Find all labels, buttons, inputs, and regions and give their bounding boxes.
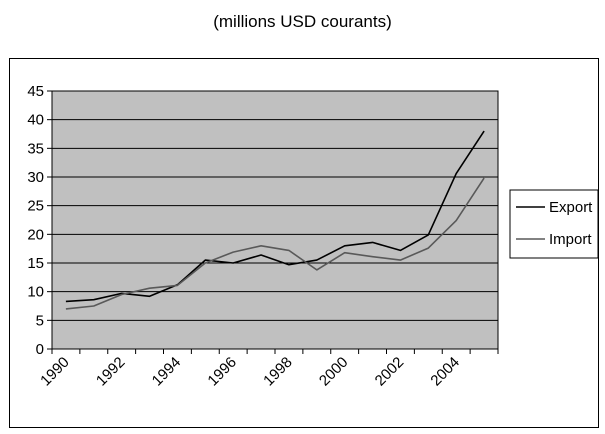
x-tick-label: 2004 — [427, 354, 463, 390]
x-tick-label: 1994 — [149, 354, 185, 390]
x-tick-label: 1990 — [37, 354, 73, 390]
y-tick-label: 20 — [27, 226, 44, 243]
y-tick-label: 40 — [27, 112, 44, 129]
x-tick-label: 1992 — [93, 354, 129, 390]
y-axis-ticks: 0 5 10 15 20 25 30 35 40 45 — [27, 83, 52, 358]
y-tick-label: 30 — [27, 169, 44, 186]
y-tick-label: 15 — [27, 255, 44, 272]
x-axis-ticks: 1990 1992 1994 1996 1998 2000 2002 2004 — [37, 349, 499, 390]
y-tick-label: 0 — [36, 341, 44, 358]
series-line-import — [65, 177, 485, 310]
y-tick-label: 10 — [27, 284, 44, 301]
legend-box — [509, 189, 599, 259]
legend-label-import: Import — [549, 231, 592, 248]
series-lines — [65, 130, 485, 310]
y-tick-label: 45 — [27, 83, 44, 100]
legend: Export Import — [509, 189, 599, 259]
y-tick-label: 25 — [27, 198, 44, 215]
legend-label-export: Export — [549, 199, 593, 216]
plot-area — [51, 90, 499, 350]
x-tick-label: 2000 — [316, 354, 352, 390]
y-tick-label: 35 — [27, 140, 44, 157]
chart-title: (millions USD courants) — [213, 12, 392, 31]
series-line-export — [65, 130, 485, 303]
y-tick-label: 5 — [36, 312, 44, 329]
gridlines — [52, 90, 498, 321]
x-tick-label: 1998 — [260, 354, 296, 390]
x-tick-label: 2002 — [372, 354, 408, 390]
x-tick-label: 1996 — [204, 354, 240, 390]
